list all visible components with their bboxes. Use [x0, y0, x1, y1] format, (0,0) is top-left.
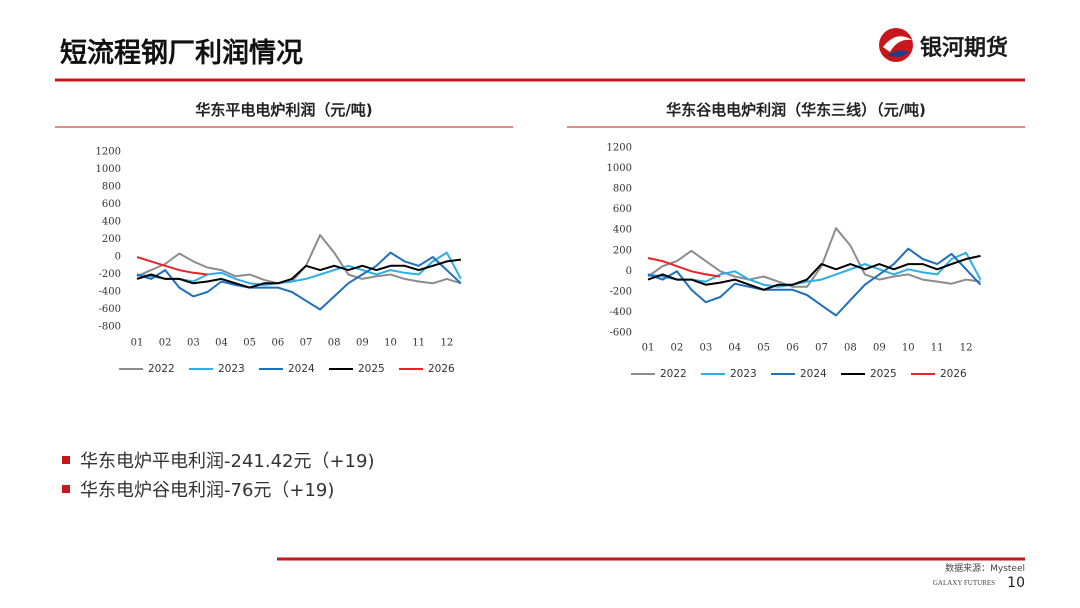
x-tick-label: 09 — [873, 343, 886, 354]
x-tick-label: 12 — [440, 338, 453, 349]
y-tick-label: 0 — [626, 266, 632, 277]
x-tick-label: 11 — [412, 338, 425, 349]
x-tick-label: 01 — [642, 343, 655, 354]
series-line — [647, 254, 981, 291]
y-tick-label: 200 — [613, 245, 632, 256]
y-tick-label: 800 — [102, 182, 121, 193]
chart-title: 华东平电电炉利润（元/吨) — [195, 101, 372, 119]
y-tick-label: 800 — [613, 184, 632, 195]
legend-label: 2023 — [730, 368, 757, 380]
legend-label: 2023 — [218, 363, 245, 375]
chart: 华东平电电炉利润（元/吨) -800 -600 -400 -200 0 200 400 600 8… — [55, 101, 513, 375]
y-tick-label: -400 — [610, 307, 632, 318]
x-tick-label: 03 — [187, 338, 200, 349]
bullet-text: 华东电炉平电利润-241.42元（+19) — [80, 451, 375, 472]
y-tick-label: 0 — [115, 252, 121, 263]
y-tick-label: -800 — [99, 322, 121, 333]
series-line — [136, 256, 208, 276]
page-title: 短流程钢厂利润情况 — [60, 37, 303, 69]
y-tick-label: -600 — [99, 304, 121, 315]
y-tick-label: 1000 — [96, 164, 121, 175]
y-tick-label: 1000 — [607, 163, 632, 174]
legend-label: 2024 — [800, 368, 827, 380]
chart: 华东谷电电炉利润（华东三线）（元/吨) -600 -400 -200 0 200 400 60… — [567, 101, 1025, 380]
x-tick-label: 02 — [159, 338, 172, 349]
legend-label: 2026 — [428, 363, 455, 375]
y-tick-label: -600 — [610, 328, 632, 339]
series-line — [136, 251, 462, 286]
y-tick-label: -200 — [99, 269, 121, 280]
bullets: 华东电炉平电利润-241.42元（+19) 华东电炉谷电利润-76元（+19) — [62, 451, 375, 501]
bullet-text: 华东电炉谷电利润-76元（+19) — [80, 480, 334, 501]
x-tick-label: 05 — [243, 338, 256, 349]
y-tick-label: 400 — [102, 217, 121, 228]
chart-title: 华东谷电电炉利润（华东三线）（元/吨) — [666, 101, 926, 119]
logo-text: 银河期货 — [920, 35, 1008, 61]
y-tick-label: -200 — [610, 286, 632, 297]
footer-brand: GALAXY FUTURES — [933, 579, 995, 587]
series-line — [647, 251, 982, 288]
legend-label: 2024 — [288, 363, 315, 375]
x-tick-label: 04 — [215, 338, 228, 349]
logo-icon — [879, 28, 913, 62]
x-tick-label: 09 — [356, 338, 369, 349]
x-tick-label: 02 — [671, 343, 684, 354]
series-line — [136, 251, 462, 311]
x-tick-label: 10 — [384, 338, 397, 349]
x-tick-label: 03 — [699, 343, 712, 354]
footer-source: 数据来源：Mysteel — [945, 562, 1025, 574]
x-tick-label: 07 — [300, 338, 313, 349]
page-number: 10 — [1007, 575, 1025, 591]
y-tick-label: 1200 — [96, 147, 121, 158]
y-tick-label: 400 — [613, 225, 632, 236]
x-tick-label: 06 — [786, 343, 799, 354]
x-tick-label: 07 — [815, 343, 828, 354]
series-line — [647, 227, 981, 288]
bullet-icon — [62, 456, 70, 464]
y-tick-label: 1200 — [607, 143, 632, 154]
x-tick-label: 08 — [328, 338, 341, 349]
series-line — [136, 234, 462, 285]
series-line — [647, 257, 721, 278]
y-tick-label: 600 — [613, 204, 632, 215]
x-tick-label: 11 — [931, 343, 944, 354]
legend-label: 2022 — [148, 363, 175, 375]
bullet-icon — [62, 485, 70, 493]
legend-label: 2022 — [660, 368, 687, 380]
x-tick-label: 10 — [902, 343, 915, 354]
series-line — [136, 258, 462, 289]
series-line — [647, 247, 982, 317]
y-tick-label: -400 — [99, 287, 121, 298]
x-tick-label: 12 — [960, 343, 973, 354]
x-tick-label: 06 — [271, 338, 284, 349]
legend-label: 2025 — [870, 368, 897, 380]
x-tick-label: 04 — [728, 343, 741, 354]
y-tick-label: 600 — [102, 199, 121, 210]
y-tick-label: 200 — [102, 234, 121, 245]
legend-label: 2026 — [940, 368, 967, 380]
legend-label: 2025 — [358, 363, 385, 375]
x-tick-label: 01 — [131, 338, 144, 349]
x-tick-label: 05 — [757, 343, 770, 354]
x-tick-label: 08 — [844, 343, 857, 354]
